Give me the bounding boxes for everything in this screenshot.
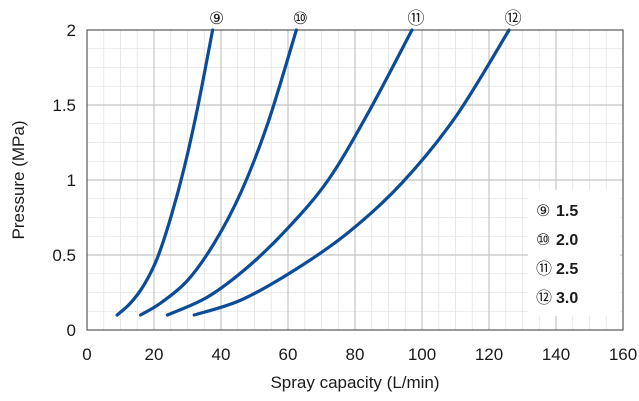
series-tags: ⑨ ⑩ ⑪ ⑫	[209, 9, 522, 28]
x-axis-title: Spray capacity (L/min)	[270, 373, 439, 392]
y-tick-label: 1	[67, 171, 76, 190]
x-tick-label: 60	[279, 345, 298, 364]
legend-marker-4: ⑫	[536, 289, 552, 307]
series-line-2	[139, 28, 298, 317]
y-tick-label: 0	[67, 321, 76, 340]
series-tag-3: ⑪	[407, 9, 424, 28]
series-line-1	[115, 28, 215, 317]
x-tick-label: 40	[212, 345, 231, 364]
x-tick-label: 100	[408, 345, 436, 364]
legend: ⑨ 1.5 ⑩ 2.0⑪ 2.5⑫ 3.0	[536, 203, 578, 307]
legend-value-1: 1.5	[556, 203, 578, 220]
series-tag-4: ⑫	[505, 9, 522, 28]
series-lines	[115, 28, 511, 317]
plot-frame	[86, 29, 624, 331]
x-tick-label: 20	[145, 345, 164, 364]
series-tag-2: ⑩	[293, 9, 308, 28]
legend-marker-2: ⑩	[536, 232, 550, 249]
legend-value-2: 2.0	[556, 232, 578, 249]
y-tick-label: 0.5	[52, 246, 76, 265]
legend-value-3: 2.5	[556, 261, 578, 278]
y-axis-ticks: 0 0.5 1 1.5 2	[52, 21, 76, 340]
series-line-4	[192, 28, 511, 317]
x-tick-label: 140	[542, 345, 570, 364]
x-tick-label: 0	[82, 345, 91, 364]
y-tick-label: 1.5	[52, 96, 76, 115]
y-axis-title: Pressure (MPa)	[9, 120, 28, 239]
legend-marker-1: ⑨	[536, 203, 550, 220]
x-tick-label: 160	[609, 345, 637, 364]
series-tag-1: ⑨	[209, 9, 224, 28]
y-tick-label: 2	[67, 21, 76, 40]
x-axis-ticks: 0 20 40 60 80 100 120 140 160	[82, 345, 637, 364]
legend-background	[528, 190, 620, 316]
x-tick-label: 80	[346, 345, 365, 364]
legend-value-4: 3.0	[556, 290, 578, 307]
series-line-3	[165, 28, 414, 317]
legend-marker-3: ⑪	[536, 260, 552, 278]
x-tick-label: 120	[475, 345, 503, 364]
